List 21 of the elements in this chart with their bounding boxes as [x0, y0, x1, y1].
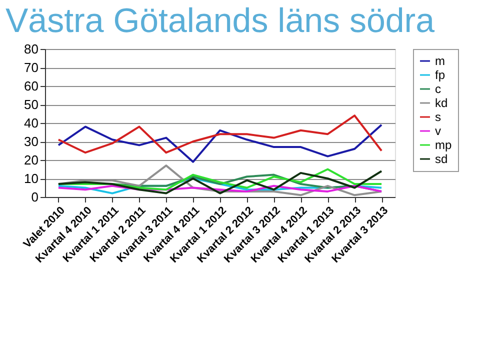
y-tick-label: 30	[24, 134, 38, 149]
legend-label: sd	[435, 152, 448, 166]
legend-label: c	[435, 82, 441, 96]
y-tick-label: 80	[24, 42, 38, 56]
chart-title: Västra Götalands läns södra	[5, 2, 435, 40]
y-tick-label: 60	[24, 78, 38, 94]
y-tick-label: 70	[24, 60, 38, 75]
legend-label: v	[435, 124, 441, 138]
y-tick-label: 40	[24, 116, 38, 130]
legend-label: m	[435, 54, 445, 68]
line-series	[57, 124, 383, 163]
y-tick-label: 10	[24, 171, 38, 186]
y-tick-label: 50	[24, 97, 38, 112]
line-series	[57, 170, 383, 194]
legend-label: s	[435, 110, 441, 124]
legend-label: fp	[435, 68, 446, 82]
y-tick-label: 0	[31, 190, 38, 204]
y-tick-label: 20	[24, 152, 38, 168]
legend-label: kd	[435, 96, 448, 110]
line-series	[57, 114, 383, 154]
legend-label: mp	[435, 138, 452, 152]
